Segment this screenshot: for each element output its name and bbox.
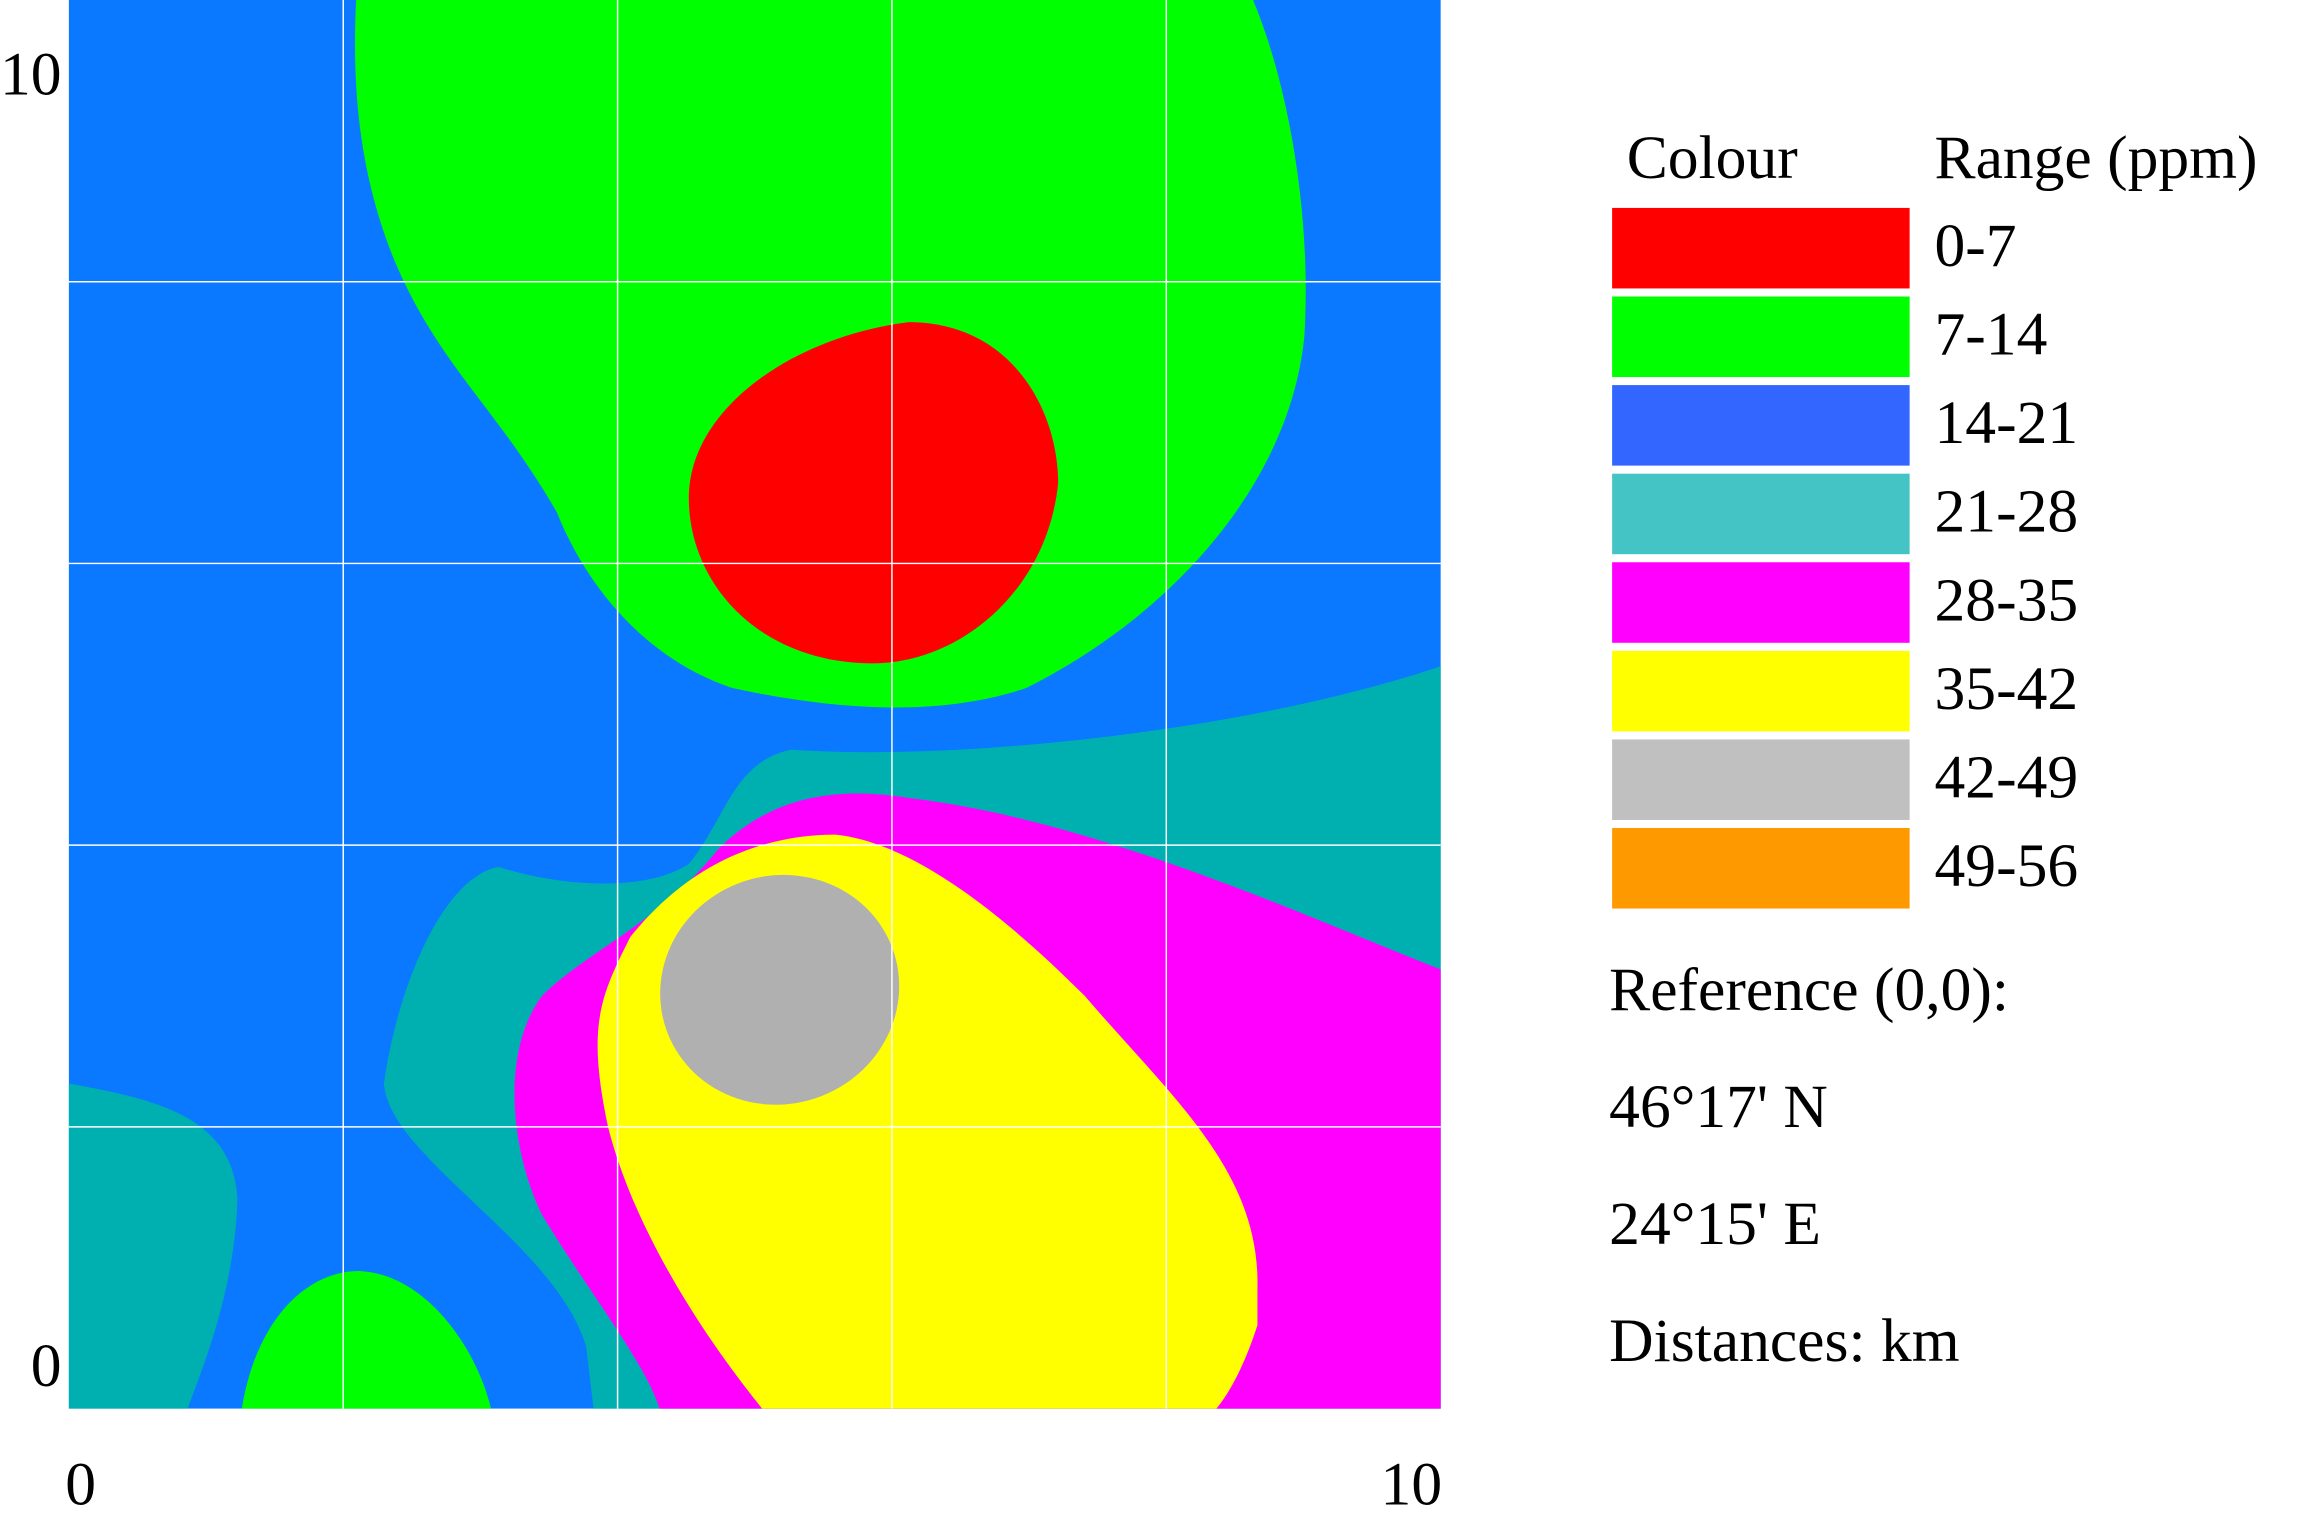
legend-label: 35-42: [1935, 655, 2079, 723]
legend-label: 21-28: [1935, 478, 2079, 546]
legend-header: Range (ppm): [1935, 124, 2258, 192]
contour-region: [660, 874, 900, 1105]
legend-header: Colour: [1627, 124, 1798, 192]
legend-swatch: [1612, 296, 1910, 378]
legend-label: 28-35: [1935, 566, 2079, 634]
legend-label: 42-49: [1935, 743, 2079, 811]
contour-region: [688, 322, 1059, 664]
legend-swatch: [1612, 473, 1910, 555]
note: Reference (0,0):: [1609, 956, 2009, 1024]
contour-region: [241, 1270, 491, 1409]
note: 24°15' E: [1609, 1190, 1821, 1258]
legend-label: 7-14: [1935, 301, 2048, 369]
legend-swatch: [1612, 650, 1910, 732]
legend-swatch: [1612, 739, 1910, 820]
legend-label: 49-56: [1935, 832, 2079, 900]
legend-label: 14-21: [1935, 389, 2079, 457]
legend-label: 0-7: [1935, 212, 2017, 280]
contour-map: [68, 0, 1441, 1409]
x-tick-label: 10: [1381, 1451, 1443, 1514]
legend-swatch: [1612, 385, 1910, 466]
note: Distances: km: [1609, 1307, 1959, 1375]
note: 46°17' N: [1609, 1073, 1828, 1141]
x-tick-label: 0: [65, 1451, 96, 1514]
legend-swatch: [1612, 207, 1910, 289]
y-tick-label: 10: [0, 41, 62, 109]
legend-swatch: [1612, 562, 1910, 643]
legend-swatch: [1612, 828, 1910, 909]
y-tick-label: 0: [31, 1332, 62, 1400]
contour-region: [68, 1083, 238, 1409]
